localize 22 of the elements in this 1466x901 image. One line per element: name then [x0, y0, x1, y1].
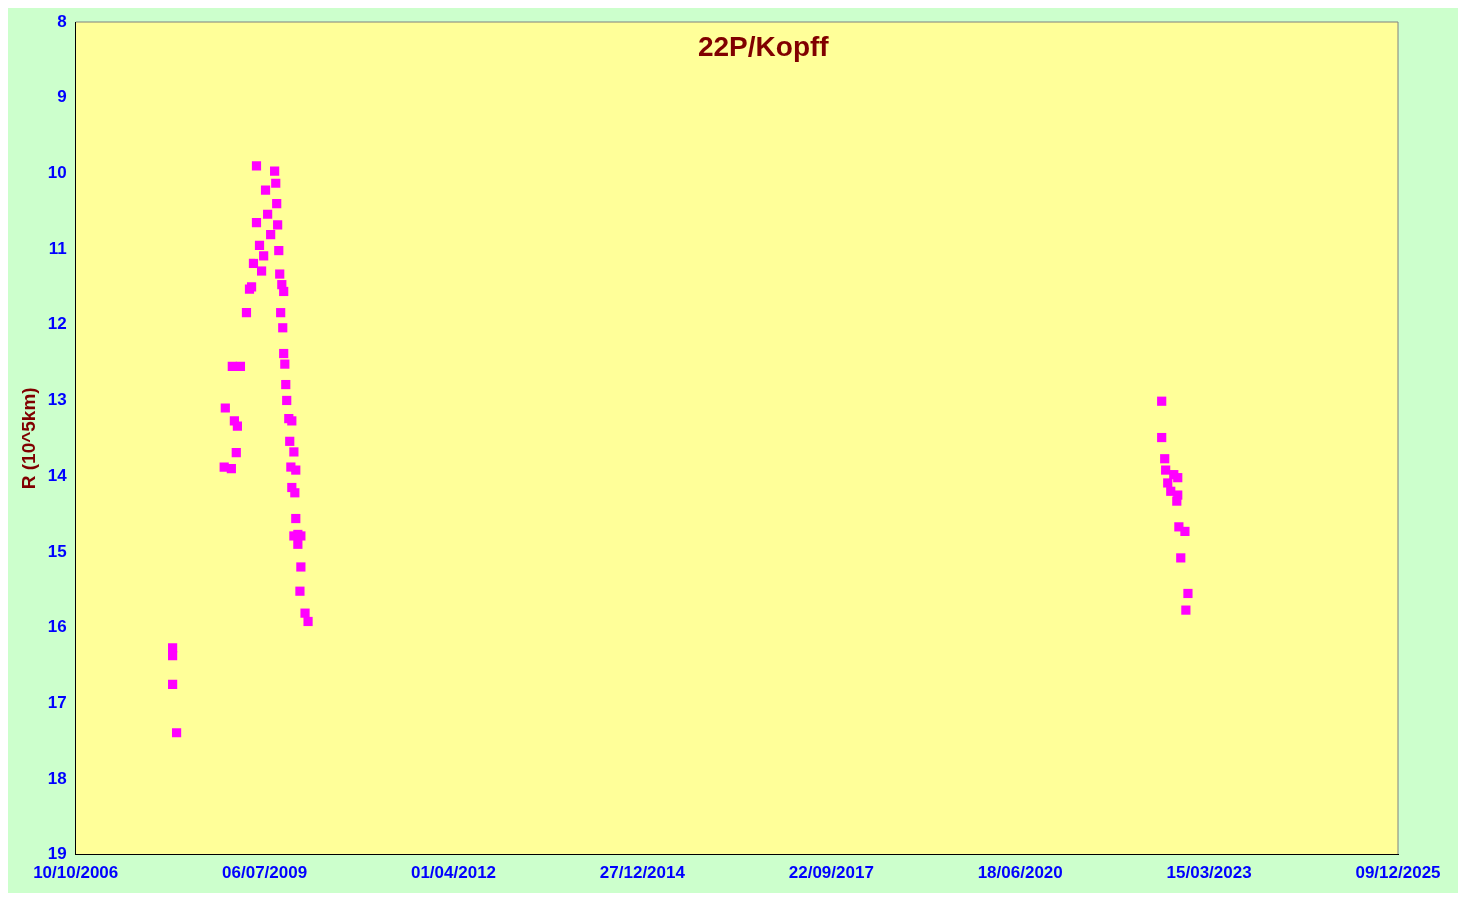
y-tick-label: 10: [47, 163, 67, 183]
y-tick-label: 9: [57, 87, 67, 107]
y-tick-label: 14: [47, 465, 68, 485]
y-tick-label: 15: [47, 541, 67, 561]
y-tick-label: 17: [47, 692, 67, 712]
y-tick-label: 11: [48, 238, 67, 258]
chart-title: 22P/Kopff: [697, 30, 830, 62]
y-tick-label: 16: [47, 617, 67, 637]
y-tick-label: 19: [47, 844, 67, 864]
x-tick-label: 10/10/2006: [33, 863, 119, 883]
y-tick-label: 13: [47, 390, 67, 410]
y-tick-label: 18: [47, 768, 67, 788]
x-tick-label: 22/09/2017: [788, 863, 874, 883]
y-tick-label: 12: [47, 314, 67, 334]
x-tick-label: 27/12/2014: [599, 863, 686, 883]
x-tick-label: 09/12/2025: [1355, 863, 1441, 883]
x-tick-label: 01/04/2012: [410, 863, 497, 883]
y-tick-label: 8: [57, 11, 67, 31]
x-tick-label: 06/07/2009: [222, 863, 308, 883]
x-tick-label: 15/03/2023: [1166, 863, 1252, 883]
x-tick-label: 18/06/2020: [977, 863, 1063, 883]
y-axis-title: R (10^5km): [17, 387, 39, 490]
